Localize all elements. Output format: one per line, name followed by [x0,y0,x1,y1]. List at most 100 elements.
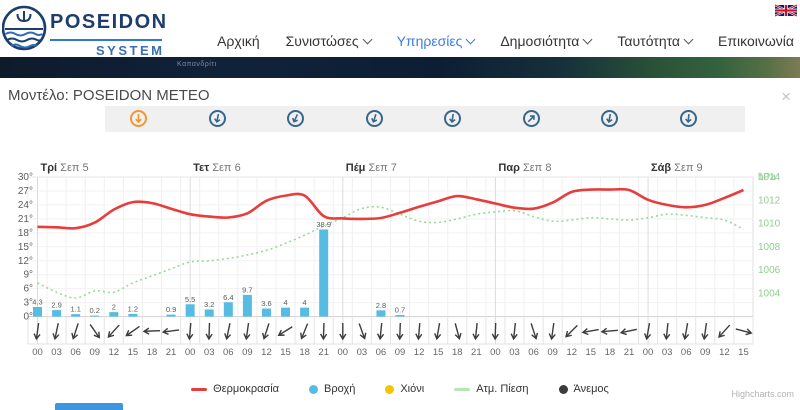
svg-text:6°: 6° [23,284,33,295]
legend-item-wind[interactable]: Άνεμος [558,383,609,395]
day-labels: Τρί Σεπ 5 Τετ Σεπ 6 Πέμ Σεπ 7 Παρ Σεπ 8 Σάβ … [41,162,703,174]
svg-text:03: 03 [357,347,368,358]
pressure-line-marker [454,387,471,391]
rain-bars: 4.3 2.9 1.1 0.2 2 1.2 0.9 5.5 3.2 6.4 9.7 3.6 4 4 38.9… [32,220,405,317]
legend-label: Θερμοκρασία [213,383,280,395]
rain-marker [309,384,319,394]
nav-label: Συνιστώσες [285,33,359,49]
svg-text:00: 00 [32,347,43,358]
svg-text:27°: 27° [18,186,33,197]
model-nav-arrow-icon[interactable] [365,110,383,127]
grid [27,176,754,344]
svg-text:9.7: 9.7 [242,285,252,294]
svg-text:3°: 3° [23,298,33,309]
model-icon-strip [105,106,745,132]
svg-text:30°: 30° [18,172,33,183]
svg-text:15°: 15° [18,242,33,253]
svg-text:12°: 12° [18,256,33,267]
legend-label: Ατμ. Πίεση [476,383,529,395]
svg-text:12: 12 [566,347,577,358]
logo-subtitle: SYSTEM [96,43,165,58]
model-nav-arrow-icon[interactable] [522,110,540,127]
svg-text:15: 15 [586,347,597,358]
partial-button-behind-modal [55,403,123,410]
svg-text:06: 06 [70,347,81,358]
svg-text:12: 12 [719,347,730,358]
nav-label: Δημοσιότητα [500,33,580,49]
svg-text:0.9: 0.9 [166,305,176,314]
main-nav: Αρχική Συνιστώσες Υπηρεσίες Δημοσιότητα … [217,33,794,49]
model-nav-arrow-icon[interactable] [208,110,226,127]
modal-title: Μοντέλο: POSEIDON METEO [8,87,210,104]
legend-item-snow[interactable]: Χιόνι [385,383,424,395]
svg-text:1014: 1014 [758,172,781,183]
close-icon[interactable]: × [781,87,791,106]
site-header: POSEIDON SYSTEM Αρχική Συνιστώσες Υπηρεσ… [0,0,800,58]
legend-label: Άνεμος [573,383,609,395]
nav-item-identity[interactable]: Ταυτότητα [617,33,694,49]
nav-item-home[interactable]: Αρχική [217,33,260,49]
model-nav-arrow-icon[interactable] [444,110,461,127]
temperature-line [37,187,745,230]
nav-item-services[interactable]: Υπηρεσίες [396,33,476,49]
svg-text:2.9: 2.9 [51,301,61,310]
svg-text:21: 21 [471,347,482,358]
uk-flag-icon[interactable] [775,4,797,17]
svg-text:06: 06 [681,347,692,358]
svg-text:12: 12 [414,347,425,358]
svg-text:03: 03 [204,347,215,358]
svg-text:Παρ Σεπ 8: Παρ Σεπ 8 [498,162,551,174]
svg-text:06: 06 [528,347,539,358]
svg-text:15: 15 [433,347,444,358]
svg-text:18: 18 [452,347,463,358]
svg-text:5.5: 5.5 [185,295,195,304]
chevron-down-icon [683,34,694,44]
wind-row-grid [27,317,754,345]
svg-text:0.2: 0.2 [90,306,100,315]
svg-text:0.7: 0.7 [395,306,405,315]
snow-marker [385,384,395,394]
pressure-line [37,205,744,299]
svg-text:1012: 1012 [758,195,781,206]
model-modal: Μοντέλο: POSEIDON METEO × [0,78,800,410]
legend-item-rain[interactable]: Βροχή [309,383,355,395]
legend-item-pressure[interactable]: Ατμ. Πίεση [454,383,529,395]
svg-text:1008: 1008 [758,242,781,253]
svg-text:4: 4 [303,298,307,307]
nav-item-contact[interactable]: Επικοινωνία [718,33,794,49]
legend-label: Χιόνι [400,383,425,395]
svg-text:1010: 1010 [758,219,781,230]
svg-text:Πέμ Σεπ 7: Πέμ Σεπ 7 [346,162,397,174]
legend-item-temperature[interactable]: Θερμοκρασία [191,383,279,395]
svg-text:21: 21 [166,347,177,358]
svg-text:2.8: 2.8 [376,301,386,310]
highcharts-credit[interactable]: Highcharts.com [731,389,794,399]
svg-text:0°: 0° [23,312,33,323]
svg-text:06: 06 [223,347,234,358]
svg-text:1004: 1004 [758,288,781,299]
model-nav-arrow-icon[interactable] [130,110,147,127]
svg-text:12: 12 [109,347,120,358]
svg-text:Τετ Σεπ 6: Τετ Σεπ 6 [193,162,241,174]
svg-text:21: 21 [624,347,635,358]
nav-item-publicity[interactable]: Δημοσιότητα [500,33,593,49]
map-place-label: Καπανδρίτι [177,61,217,68]
model-nav-arrow-icon[interactable] [679,110,697,127]
logo-title: POSEIDON [50,11,168,33]
svg-text:Σάβ Σεπ 9: Σάβ Σεπ 9 [651,162,703,174]
svg-text:Τρί Σεπ 5: Τρί Σεπ 5 [41,162,89,174]
nav-label: Υπηρεσίες [396,33,463,49]
model-nav-arrow-icon[interactable] [601,110,618,127]
chevron-down-icon [362,34,373,44]
nav-label: Ταυτότητα [617,33,681,49]
svg-text:4: 4 [283,298,287,307]
svg-text:09: 09 [242,347,253,358]
svg-text:15: 15 [738,347,749,358]
model-nav-arrow-icon[interactable] [287,110,304,127]
svg-text:6.4: 6.4 [223,293,233,302]
svg-text:9°: 9° [23,270,33,281]
svg-text:1006: 1006 [758,265,781,276]
nav-item-components[interactable]: Συνιστώσες [285,33,373,49]
